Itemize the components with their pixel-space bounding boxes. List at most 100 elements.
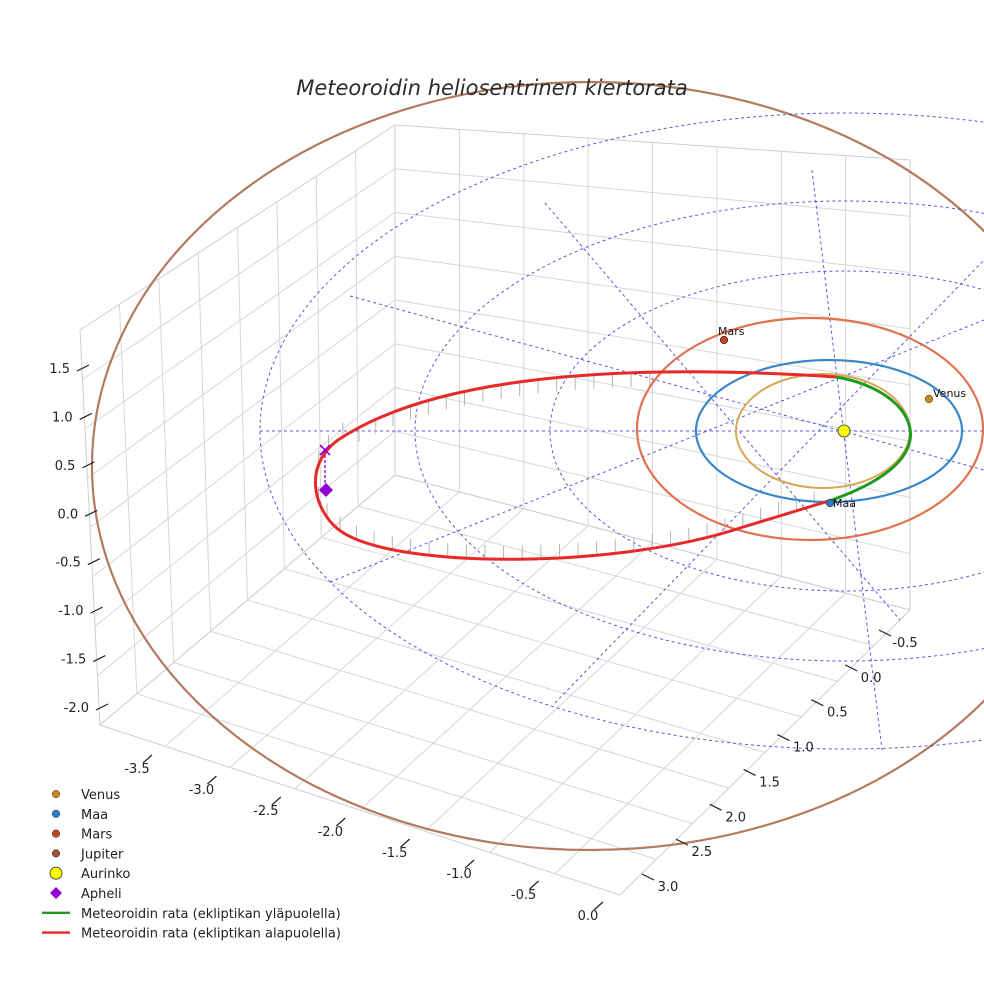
legend-label: Jupiter [80, 847, 124, 862]
y-tick-label: -0.5 [892, 636, 917, 651]
x-tick-label: -3.0 [189, 783, 214, 798]
legend-item: Meteoroidin rata (ekliptikan yläpuolella… [42, 907, 341, 922]
aphelion-marker [319, 483, 333, 497]
grid-line [394, 430, 911, 555]
x-tick-mark [207, 775, 217, 785]
z-tick-mark [95, 703, 109, 711]
x-tick-mark [593, 901, 604, 911]
grid-line [355, 150, 359, 507]
ecliptic-ray-2 [811, 169, 883, 751]
x-tick-label: -3.5 [124, 762, 149, 777]
grid-line [97, 430, 396, 677]
z-tick-mark [93, 655, 106, 663]
z-tick-mark [87, 558, 101, 566]
legend-label: Mars [81, 828, 113, 843]
y-tick-mark [811, 699, 824, 707]
y-tick-mark [878, 629, 892, 637]
grid-line [89, 299, 396, 528]
sun-marker [837, 424, 851, 438]
x-tick-mark [335, 817, 346, 827]
ecliptic-ring-3 [259, 112, 984, 750]
legend-label: Aurinko [81, 867, 130, 882]
grid-line [94, 387, 396, 627]
z-tick-mark [76, 364, 90, 372]
z-tick-label: -2.0 [64, 701, 89, 716]
legend-label: Meteoroidin rata (ekliptikan yläpuolella… [81, 907, 341, 922]
x-tick-mark [271, 796, 282, 806]
ecliptic-ray-4 [544, 202, 901, 621]
trajectory-above-ecliptic [831, 375, 912, 502]
grid-line [315, 176, 322, 538]
x-tick-label: 0.0 [578, 909, 599, 924]
ecliptic-grid [259, 112, 984, 751]
y-tick-mark [743, 768, 756, 776]
legend-marker [51, 829, 61, 838]
x-tick-label: -0.5 [511, 888, 536, 903]
x-tick-mark [529, 880, 539, 890]
legend: Venus Maa Mars Jupiter Aurinko Apheli Meteoroi… [42, 788, 341, 942]
z-tick-mark [82, 461, 95, 469]
z-tick-label: -1.0 [58, 604, 83, 619]
y-tick-label: 2.5 [692, 845, 713, 860]
y-tick-label: 0.0 [861, 671, 882, 686]
grid-line [424, 559, 718, 832]
ecliptic-ray-6 [554, 259, 984, 704]
grid-line [276, 201, 285, 569]
legend-item: Meteoroidin rata (ekliptikan alapuolella… [42, 927, 341, 942]
y-axis: -0.5 0.0 0.5 1.0 1.5 2.0 2.5 3.0 [641, 629, 918, 895]
legend-item: Venus [51, 788, 120, 803]
venus-orbit [735, 373, 911, 489]
grid-line [357, 505, 874, 647]
earth-label: Maa [833, 497, 856, 510]
venus-label: Venus [933, 387, 966, 400]
z-tick-label: -1.5 [61, 653, 86, 668]
x-axis: -3.5 -3.0 -2.5 -2.0 -1.5 -1.0 -0.5 0.0 [124, 754, 604, 924]
legend-marker [51, 809, 61, 818]
x-tick-label: -2.5 [253, 804, 278, 819]
grid-line [284, 568, 802, 718]
grid-line [489, 575, 782, 853]
z-axis: 1.5 1.0 0.5 0.0 -0.5 -1.0 -1.5 -2.0 [49, 362, 109, 716]
y-tick-mark [709, 803, 722, 811]
legend-label: Maa [81, 808, 108, 823]
legend-label: Venus [81, 788, 120, 803]
legend-item: Mars [51, 828, 113, 843]
z-tick-mark [79, 412, 92, 420]
legend-marker [50, 887, 62, 899]
chart-title: Meteoroidin heliosentrinen kiertorata [296, 76, 688, 100]
z-tick-label: 0.5 [55, 459, 76, 474]
x-tick-mark [400, 838, 411, 848]
y-tick-label: 2.0 [725, 810, 746, 825]
z-tick-mark [90, 606, 103, 614]
z-tick-label: -0.5 [55, 556, 80, 571]
axis-panes [79, 124, 911, 896]
legend-marker [51, 849, 61, 858]
y-tick-label: 0.5 [827, 706, 848, 721]
x-tick-mark [142, 754, 153, 764]
grid-line [247, 599, 766, 753]
ecliptic-ray-3 [349, 295, 984, 471]
x-tick-mark [464, 859, 475, 869]
grid-line [394, 299, 911, 386]
x-tick-label: -1.0 [446, 867, 471, 882]
earth-marker [825, 498, 835, 508]
x-tick-label: -2.0 [318, 825, 343, 840]
ecliptic-ray-5 [329, 319, 984, 583]
legend-marker [51, 789, 61, 799]
y-tick-label: 1.5 [759, 775, 780, 790]
z-tick-label: 0.0 [57, 507, 78, 522]
grid-line [394, 387, 911, 498]
z-tick-mark [84, 509, 98, 517]
legend-item: Apheli [50, 887, 122, 902]
y-tick-mark [641, 873, 655, 881]
legend-label: Apheli [81, 887, 122, 902]
legend-label: Meteoroidin rata (ekliptikan alapuolella… [81, 927, 341, 942]
y-tick-mark [844, 664, 858, 672]
trajectory-below-ecliptic [313, 370, 837, 561]
ecliptic-ring-2 [414, 200, 984, 662]
venus-marker [924, 394, 934, 404]
grid-line [554, 592, 846, 875]
grid-line [321, 537, 838, 682]
